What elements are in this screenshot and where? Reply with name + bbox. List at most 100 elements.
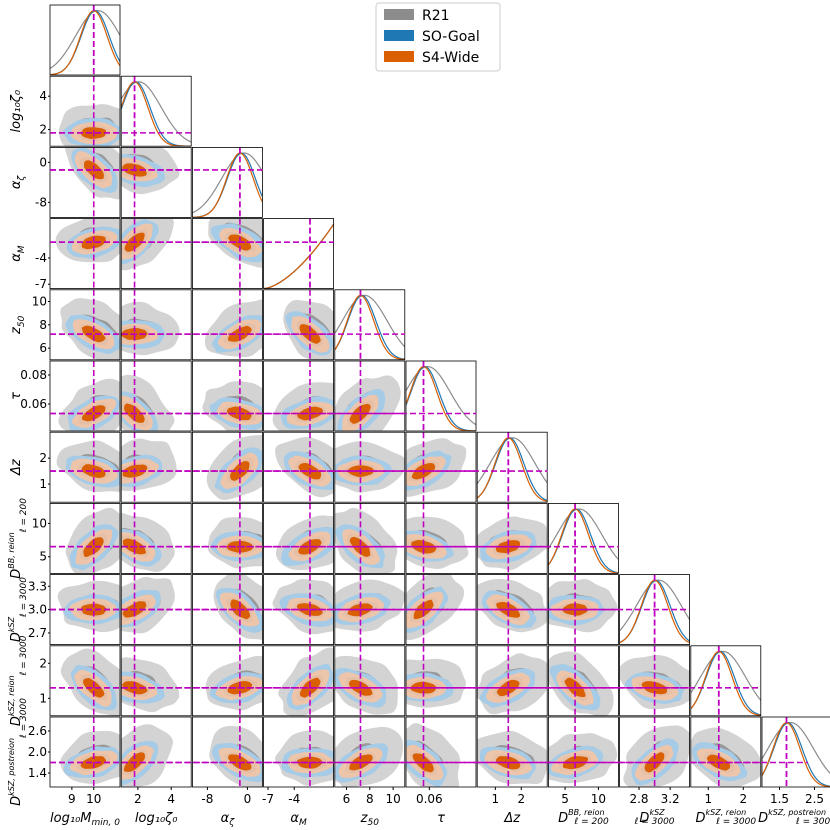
panel-frame (263, 645, 335, 717)
panel-8-7 (548, 574, 619, 645)
ytick-label-10-0: 1.4 (28, 766, 47, 780)
panel-frame (191, 431, 263, 503)
panel-frame (120, 574, 192, 645)
marginal-r21 (263, 223, 334, 289)
xlabel-sub: ℓ = 3000 (795, 817, 830, 827)
ylabel-main: log₁₀ζ₀ (9, 89, 24, 132)
xlabel-main: log₁₀M (50, 811, 91, 826)
panel-frame (405, 716, 477, 788)
legend: R21 SO-Goal S4-Wide (375, 2, 501, 72)
marginal-so-goal (406, 365, 476, 431)
panel-10-9 (690, 716, 762, 788)
marginal-s4-wide (121, 81, 192, 147)
ylabel-7: DBB, reionℓ = 200 (7, 498, 29, 579)
panel-frame (405, 502, 477, 574)
ylabel-sub: M (17, 245, 27, 253)
marginal-s4-wide (477, 437, 548, 502)
marginal-s4-wide (263, 223, 334, 289)
ylabel-main: D (9, 569, 24, 579)
marginal-r21 (762, 721, 830, 774)
ylabel-main: D (9, 632, 24, 642)
panel-9-6 (476, 645, 548, 717)
ylabel-2: αζ (9, 175, 27, 190)
xtick-label-4-0: 6 (343, 792, 351, 806)
panel-3-3 (263, 218, 335, 290)
panel-4-1 (120, 289, 192, 361)
panel-10-10 (761, 716, 830, 788)
xlabel-main: α (221, 811, 230, 826)
ylabel-9: DkSZ, reionℓ = 3000 (7, 635, 29, 726)
panel-5-5 (405, 360, 477, 432)
panel-frame (476, 431, 548, 503)
panel-frame (120, 716, 192, 788)
xlabel-7: DBB, reion ℓ = 200 (558, 808, 609, 827)
panel-frame (191, 716, 263, 788)
ylabel-text-10: DkSZ, postreionℓ = 3000 (7, 698, 29, 806)
marginal-s4-wide (406, 365, 476, 431)
xlabel-main: z (360, 811, 369, 826)
xlabel-1: log₁₀ζ₀ (135, 811, 178, 826)
ytick-label-4-2: 10 (32, 294, 47, 308)
panel-frame (191, 645, 263, 717)
panel-frame (619, 716, 690, 788)
xlabel-sup: BB, reion (568, 808, 604, 817)
ylabel-6: Δz (9, 458, 24, 476)
panel-frame (120, 645, 192, 717)
panel-9-5 (405, 645, 477, 717)
panel-5-2 (191, 360, 263, 432)
ytick-label-10-1: 2.0 (28, 745, 47, 759)
ytick-label-9-1: 2 (39, 656, 47, 670)
xlabel-8: DkSZ ℓ = 3000 (634, 808, 675, 827)
panel-8-5 (405, 574, 477, 645)
ytick-label-4-0: 6 (39, 341, 47, 355)
xlabel-main: D (696, 811, 706, 826)
panel-frame (334, 431, 406, 503)
panel-6-0 (49, 431, 121, 503)
legend-swatch-1 (384, 30, 414, 41)
xlabel-9: DkSZ, reion ℓ = 3000 (696, 808, 757, 827)
ylabel-sub: ℓ = 3000 (19, 698, 29, 739)
panel-frame (120, 360, 192, 432)
ylabel-sub: ℓ = 3000 (19, 577, 29, 618)
panel-frame (49, 4, 121, 76)
xlabel-main: log₁₀ζ₀ (135, 811, 178, 826)
panel-7-0 (49, 502, 121, 574)
panel-7-4 (334, 502, 406, 574)
xtick-label-1-1: 4 (167, 792, 175, 806)
xtick-label-4-2: 10 (385, 792, 400, 806)
panel-frame (263, 218, 335, 290)
panel-frame (120, 502, 192, 574)
panel-frame (49, 431, 121, 503)
marginal-r21 (334, 294, 405, 348)
marginal-r21 (619, 579, 690, 632)
panel-8-1 (120, 574, 192, 645)
xlabel-main: D (639, 811, 649, 826)
marginal-s4-wide (762, 721, 830, 787)
ytick-label-7-1: 10 (32, 516, 47, 530)
xtick-label-4-1: 8 (366, 792, 374, 806)
marginal-s4-wide (548, 508, 619, 574)
xtick-label-6-0: 1 (492, 792, 500, 806)
panel-10-2 (191, 716, 263, 788)
marginal-s4-wide (334, 294, 405, 360)
panel-10-4 (334, 716, 406, 788)
contour-s4-inner (83, 537, 104, 557)
xlabel-2: αζ (221, 811, 236, 828)
panel-5-3 (263, 360, 335, 432)
panel-frame (405, 645, 477, 717)
xtick-label-5-0: 0.06 (416, 792, 443, 806)
ytick-label-4-1: 8 (39, 318, 47, 332)
panel-frame (690, 716, 762, 788)
panel-9-3 (263, 645, 335, 717)
xtick-label-3-0: -7 (262, 792, 274, 806)
panel-5-1 (120, 360, 192, 432)
xtick-label-3-1: -4 (288, 792, 300, 806)
ylabel-main: D (9, 796, 24, 806)
xtick-label-0-0: 9 (68, 792, 76, 806)
panel-frame (405, 360, 477, 432)
panel-frame (120, 146, 192, 218)
panel-7-7 (548, 502, 619, 574)
ylabel-main: z (9, 326, 24, 335)
xlabel-sub: ℓ = 3000 (634, 817, 675, 827)
xlabel-main: α (290, 811, 299, 826)
